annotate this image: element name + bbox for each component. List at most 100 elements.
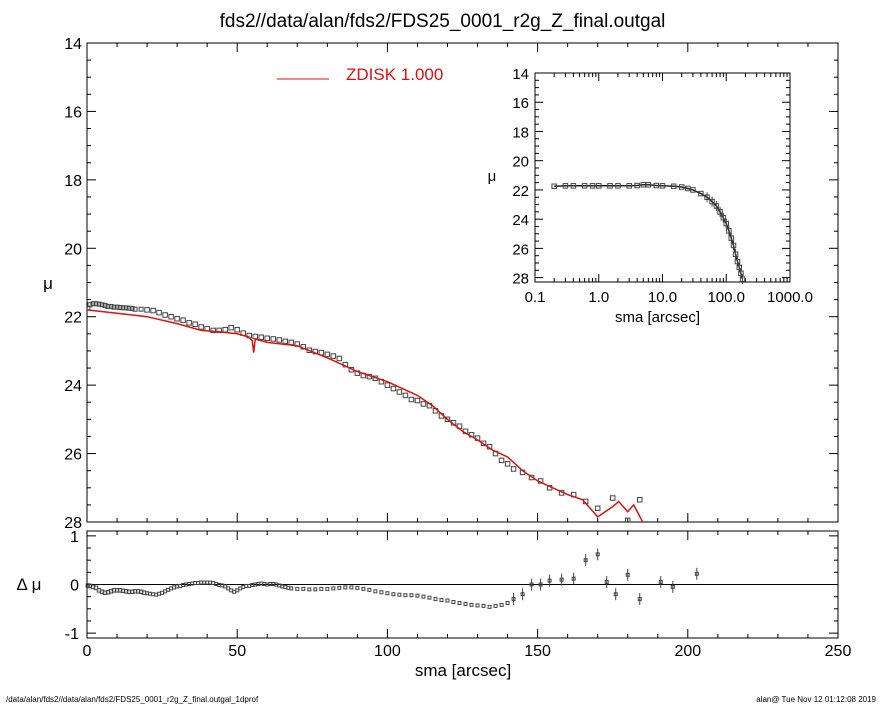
main-data-point <box>396 389 403 395</box>
residual-y-tick-label: 1 <box>70 529 79 546</box>
inset-data-point <box>581 183 588 189</box>
main-data-point <box>324 351 331 358</box>
inset-data-point <box>562 183 569 189</box>
residual-data-point <box>373 589 378 594</box>
inset-data-point <box>698 190 704 197</box>
main-y-tick-label: 18 <box>64 173 82 190</box>
residual-y-axis-label: Δ μ <box>17 575 42 594</box>
residual-x-tick-label: 50 <box>228 643 246 660</box>
residual-data-point <box>547 578 552 583</box>
inset-data-point <box>670 183 677 190</box>
inset-x-tick-label: 1.0 <box>588 289 609 306</box>
residual-x-tick-label: 250 <box>825 643 852 660</box>
inset-data-point <box>690 187 696 193</box>
residual-data-point <box>427 595 432 600</box>
main-y-tick-label: 24 <box>64 378 82 395</box>
inset-data-point <box>717 209 723 215</box>
main-data-point <box>420 401 427 407</box>
inset-data-point <box>607 183 613 189</box>
inset-data-point <box>736 264 743 271</box>
residual-data-point <box>391 592 396 597</box>
inset-background <box>490 67 805 334</box>
residual-x-tick-label: 200 <box>674 643 701 660</box>
residual-data-point <box>343 585 348 590</box>
main-data-point <box>624 517 631 522</box>
inset-y-tick-label: 26 <box>512 241 529 258</box>
main-data-point <box>96 301 102 307</box>
residual-data-point <box>583 558 588 563</box>
residual-data-point <box>475 603 480 608</box>
residual-data-point <box>613 592 618 597</box>
residual-data-point <box>421 594 426 599</box>
inset-data-point <box>730 242 737 249</box>
residual-data-point <box>625 572 630 577</box>
main-data-point <box>408 396 415 403</box>
residual-data-point <box>397 592 402 597</box>
residual-data-point <box>604 580 609 585</box>
main-data-point <box>138 306 144 312</box>
main-data-point <box>330 353 337 359</box>
residual-data-point <box>451 600 456 605</box>
model-line-zdisk <box>87 309 644 522</box>
residual-data-point <box>331 586 336 591</box>
main-data-point <box>123 305 129 311</box>
main-data-point <box>144 307 150 313</box>
inset-data-point <box>738 270 744 276</box>
main-data-point <box>258 334 264 340</box>
inset-data-point <box>659 183 666 189</box>
residual-data-point <box>355 585 360 590</box>
residual-data-point <box>445 598 450 603</box>
inset-data-point <box>685 185 691 192</box>
inset-x-tick-label: 1000.0 <box>767 289 813 306</box>
inset-data-point <box>634 182 640 189</box>
residual-data-point <box>505 600 510 605</box>
main-data-point <box>111 304 117 310</box>
residual-data-point <box>487 604 492 609</box>
main-data-point <box>234 326 240 333</box>
residual-data-point <box>313 587 318 592</box>
inset-data-point <box>709 198 715 205</box>
main-data-point <box>504 461 511 467</box>
residual-x-tick-label: 100 <box>374 643 401 660</box>
residual-data-point <box>93 585 99 591</box>
inset-data-point <box>645 182 652 188</box>
main-data-point <box>252 333 258 340</box>
residual-data-point <box>493 603 498 608</box>
inset-data-point <box>720 214 727 221</box>
residual-data-point <box>529 582 534 587</box>
inset-y-tick-label: 28 <box>512 271 529 288</box>
residual-data-point <box>415 593 420 598</box>
inset-x-tick-label: 0.1 <box>525 289 546 306</box>
residual-data-point <box>481 603 486 608</box>
main-data-point <box>336 355 343 362</box>
residual-data-point <box>694 571 699 576</box>
main-data-point <box>90 301 96 307</box>
inset-y-tick-label: 16 <box>512 95 529 112</box>
main-data-point <box>186 320 192 326</box>
residual-data-point <box>403 593 408 598</box>
inset-y-tick-label: 22 <box>512 183 529 200</box>
residual-data-point <box>385 591 390 596</box>
inset-data-point <box>728 235 735 241</box>
main-data-point <box>156 309 162 316</box>
main-data-point <box>210 327 216 334</box>
inset-data-point <box>653 182 660 189</box>
inset-y-tick-label: 14 <box>512 66 529 83</box>
main-data-point <box>174 316 180 322</box>
main-data-point <box>402 392 409 399</box>
main-data-point <box>105 303 111 309</box>
main-data-point <box>168 313 174 320</box>
inset-data-point <box>678 184 685 190</box>
residual-data-point <box>559 577 564 582</box>
residual-data-point <box>361 586 366 591</box>
residual-y-tick-label: -1 <box>65 626 79 643</box>
main-y-axis-label: μ <box>43 274 53 293</box>
residual-data-point <box>307 587 312 592</box>
main-data-point <box>228 324 234 331</box>
main-y-tick-label: 26 <box>64 447 82 464</box>
main-data-point <box>216 327 222 334</box>
main-y-tick-label: 14 <box>64 36 82 53</box>
x-axis-label: sma [arcsec] <box>415 661 511 680</box>
